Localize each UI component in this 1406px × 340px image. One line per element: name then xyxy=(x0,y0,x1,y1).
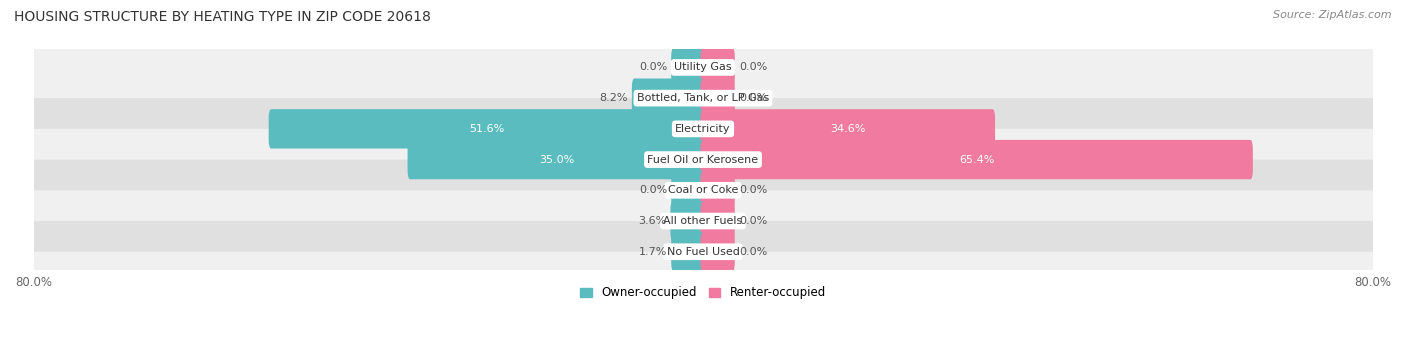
FancyBboxPatch shape xyxy=(700,109,995,149)
Text: Utility Gas: Utility Gas xyxy=(675,63,731,72)
FancyBboxPatch shape xyxy=(631,79,706,118)
FancyBboxPatch shape xyxy=(671,48,706,87)
Text: 0.0%: 0.0% xyxy=(740,63,768,72)
Text: 51.6%: 51.6% xyxy=(470,124,505,134)
Text: 0.0%: 0.0% xyxy=(740,247,768,257)
Text: 3.6%: 3.6% xyxy=(638,216,666,226)
Text: Bottled, Tank, or LP Gas: Bottled, Tank, or LP Gas xyxy=(637,93,769,103)
Text: Source: ZipAtlas.com: Source: ZipAtlas.com xyxy=(1274,10,1392,20)
FancyBboxPatch shape xyxy=(30,190,1376,252)
Text: 0.0%: 0.0% xyxy=(740,93,768,103)
Text: Electricity: Electricity xyxy=(675,124,731,134)
FancyBboxPatch shape xyxy=(671,171,706,210)
Text: 8.2%: 8.2% xyxy=(599,93,627,103)
Text: 0.0%: 0.0% xyxy=(638,185,666,195)
FancyBboxPatch shape xyxy=(30,67,1376,129)
FancyBboxPatch shape xyxy=(700,232,735,271)
Text: No Fuel Used: No Fuel Used xyxy=(666,247,740,257)
Text: HOUSING STRUCTURE BY HEATING TYPE IN ZIP CODE 20618: HOUSING STRUCTURE BY HEATING TYPE IN ZIP… xyxy=(14,10,430,24)
Text: 1.7%: 1.7% xyxy=(638,247,666,257)
Legend: Owner-occupied, Renter-occupied: Owner-occupied, Renter-occupied xyxy=(575,282,831,304)
Text: 0.0%: 0.0% xyxy=(740,185,768,195)
FancyBboxPatch shape xyxy=(700,48,735,87)
FancyBboxPatch shape xyxy=(269,109,706,149)
FancyBboxPatch shape xyxy=(30,98,1376,159)
FancyBboxPatch shape xyxy=(30,37,1376,98)
Text: 34.6%: 34.6% xyxy=(830,124,866,134)
FancyBboxPatch shape xyxy=(700,140,1253,179)
Text: 65.4%: 65.4% xyxy=(959,155,994,165)
Text: 0.0%: 0.0% xyxy=(638,63,666,72)
FancyBboxPatch shape xyxy=(30,159,1376,221)
FancyBboxPatch shape xyxy=(700,79,735,118)
Text: Coal or Coke: Coal or Coke xyxy=(668,185,738,195)
FancyBboxPatch shape xyxy=(671,232,706,271)
Text: 0.0%: 0.0% xyxy=(740,216,768,226)
FancyBboxPatch shape xyxy=(408,140,706,179)
FancyBboxPatch shape xyxy=(671,201,706,241)
Text: All other Fuels: All other Fuels xyxy=(664,216,742,226)
Text: Fuel Oil or Kerosene: Fuel Oil or Kerosene xyxy=(647,155,759,165)
FancyBboxPatch shape xyxy=(30,221,1376,283)
FancyBboxPatch shape xyxy=(30,129,1376,190)
FancyBboxPatch shape xyxy=(700,201,735,241)
Text: 35.0%: 35.0% xyxy=(538,155,574,165)
FancyBboxPatch shape xyxy=(700,171,735,210)
